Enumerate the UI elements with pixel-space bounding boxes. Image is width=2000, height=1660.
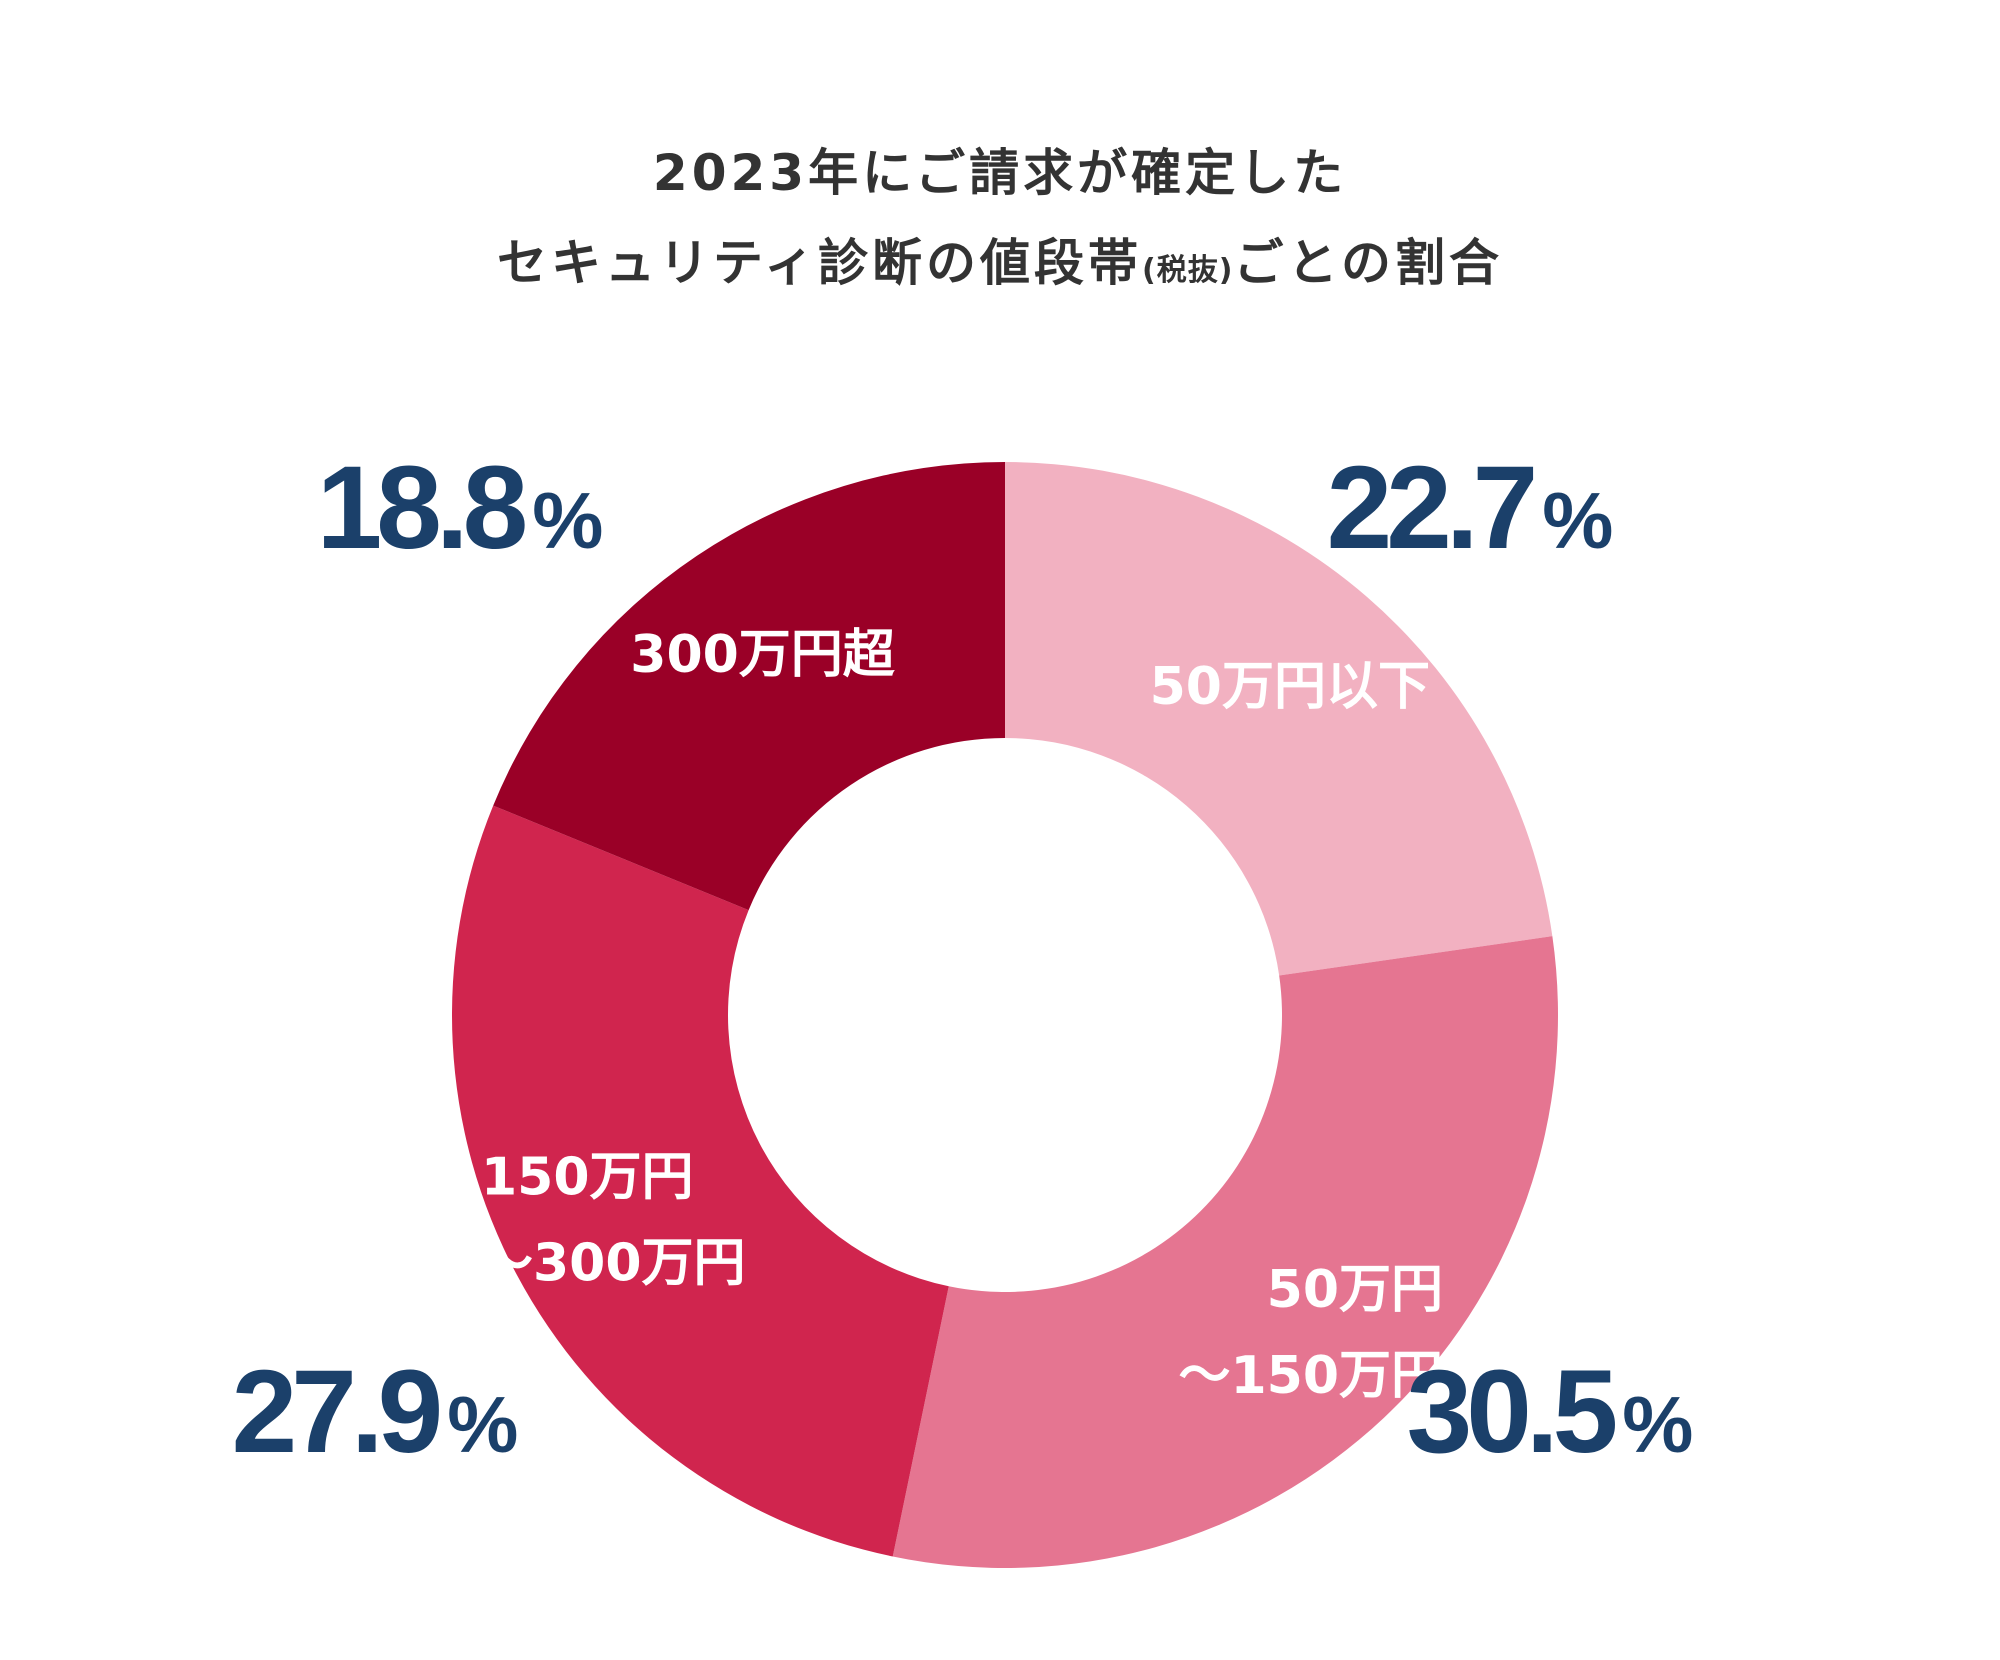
slice-percent-sign: % <box>532 476 603 565</box>
slice-percent-label-1: 22.7% <box>1327 442 1614 574</box>
slice-category-label-4: 300万円超 <box>630 625 896 685</box>
slice-category-label-line: 150万円 <box>481 1147 694 1207</box>
slice-category-label-line: 300万円超 <box>630 625 896 685</box>
slice-percent-label-4: 18.8% <box>317 442 604 574</box>
slice-percent-value: 30.5 <box>1407 1346 1616 1478</box>
slice-percent-value: 18.8 <box>317 442 525 574</box>
slice-category-label-line: 50万円以下 <box>1150 657 1430 717</box>
slice-percent-value: 27.9 <box>232 1346 440 1478</box>
slice-percent-sign: % <box>1542 476 1613 565</box>
slice-category-label-1: 50万円以下 <box>1150 657 1430 717</box>
slice-category-label-line: 50万円 <box>1267 1260 1443 1320</box>
slice-percent-label-3: 27.9% <box>232 1346 519 1478</box>
slice-percent-label-2: 30.5% <box>1407 1346 1694 1478</box>
slice-category-label-line: ～150万円 <box>1178 1346 1443 1406</box>
slice-percent-sign: % <box>447 1380 518 1469</box>
slice-category-label-line: ～300万円 <box>481 1233 746 1293</box>
slice-percent-sign: % <box>1622 1380 1693 1469</box>
slice-percent-value: 22.7 <box>1327 442 1534 574</box>
